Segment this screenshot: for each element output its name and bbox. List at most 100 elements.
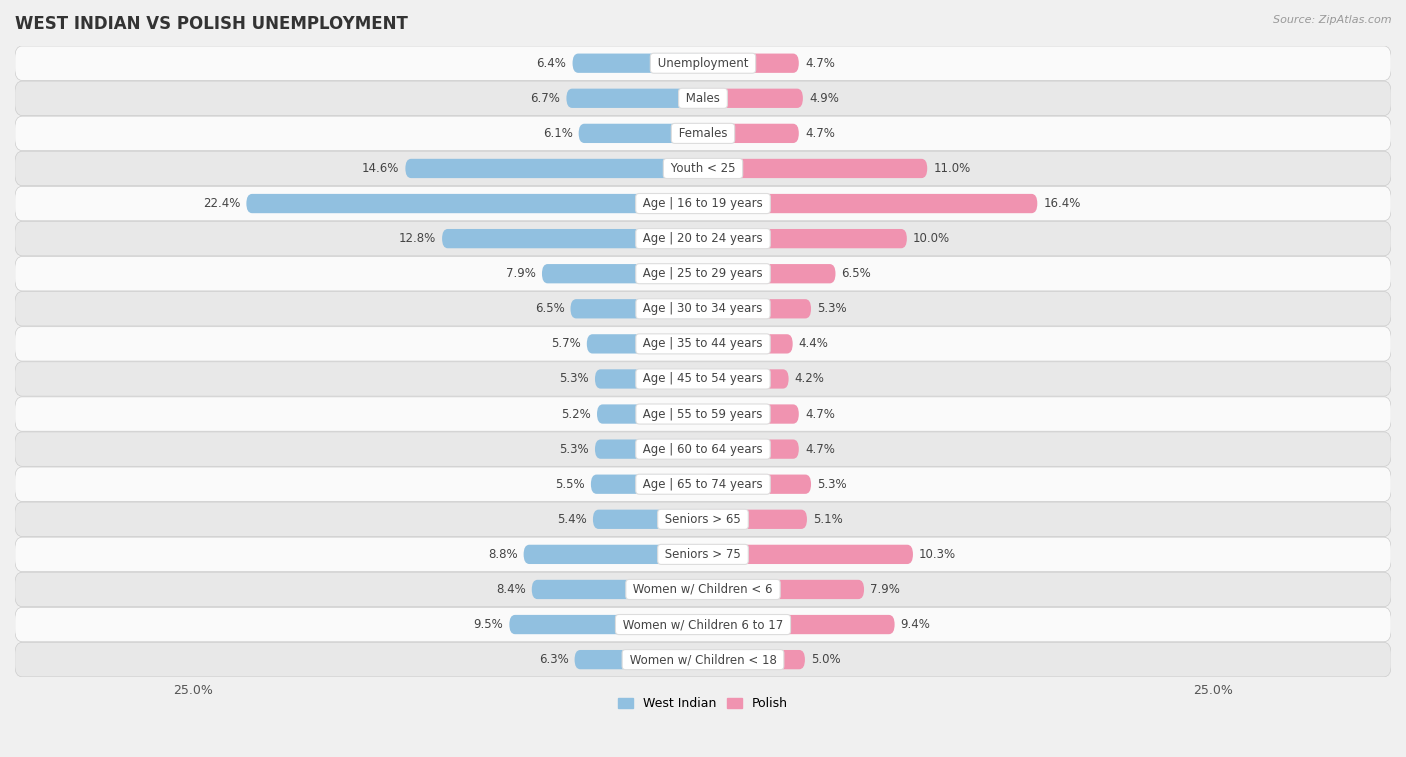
Text: 5.3%: 5.3% <box>817 478 846 491</box>
FancyBboxPatch shape <box>586 335 703 354</box>
Text: Age | 65 to 74 years: Age | 65 to 74 years <box>640 478 766 491</box>
Text: 10.0%: 10.0% <box>912 232 950 245</box>
FancyBboxPatch shape <box>15 572 1391 606</box>
FancyBboxPatch shape <box>703 335 793 354</box>
Text: 11.0%: 11.0% <box>934 162 970 175</box>
Text: 6.4%: 6.4% <box>537 57 567 70</box>
FancyBboxPatch shape <box>441 229 703 248</box>
FancyBboxPatch shape <box>703 509 807 529</box>
Text: Males: Males <box>682 92 724 104</box>
FancyBboxPatch shape <box>15 362 1391 396</box>
FancyBboxPatch shape <box>15 643 1391 677</box>
FancyBboxPatch shape <box>591 475 703 494</box>
FancyBboxPatch shape <box>541 264 703 283</box>
Text: Age | 45 to 54 years: Age | 45 to 54 years <box>640 372 766 385</box>
Text: 5.5%: 5.5% <box>555 478 585 491</box>
FancyBboxPatch shape <box>15 397 1391 431</box>
Text: 22.4%: 22.4% <box>202 197 240 210</box>
FancyBboxPatch shape <box>572 54 703 73</box>
Text: Youth < 25: Youth < 25 <box>666 162 740 175</box>
FancyBboxPatch shape <box>15 502 1391 537</box>
Text: 6.5%: 6.5% <box>842 267 872 280</box>
FancyBboxPatch shape <box>15 432 1391 466</box>
FancyBboxPatch shape <box>703 299 811 319</box>
Text: Females: Females <box>675 127 731 140</box>
Text: 4.2%: 4.2% <box>794 372 824 385</box>
FancyBboxPatch shape <box>703 440 799 459</box>
Text: Age | 30 to 34 years: Age | 30 to 34 years <box>640 302 766 316</box>
Text: 9.4%: 9.4% <box>901 618 931 631</box>
Text: 5.3%: 5.3% <box>817 302 846 316</box>
Text: WEST INDIAN VS POLISH UNEMPLOYMENT: WEST INDIAN VS POLISH UNEMPLOYMENT <box>15 15 408 33</box>
Text: Women w/ Children < 18: Women w/ Children < 18 <box>626 653 780 666</box>
FancyBboxPatch shape <box>523 545 703 564</box>
Text: 5.7%: 5.7% <box>551 338 581 350</box>
FancyBboxPatch shape <box>15 537 1391 572</box>
Text: 4.7%: 4.7% <box>804 407 835 421</box>
Text: 4.7%: 4.7% <box>804 443 835 456</box>
FancyBboxPatch shape <box>246 194 703 213</box>
Text: 5.2%: 5.2% <box>561 407 591 421</box>
FancyBboxPatch shape <box>15 467 1391 501</box>
FancyBboxPatch shape <box>703 123 799 143</box>
Text: Women w/ Children < 6: Women w/ Children < 6 <box>630 583 776 596</box>
Text: 7.9%: 7.9% <box>506 267 536 280</box>
Text: Age | 20 to 24 years: Age | 20 to 24 years <box>640 232 766 245</box>
FancyBboxPatch shape <box>703 404 799 424</box>
Text: 8.4%: 8.4% <box>496 583 526 596</box>
FancyBboxPatch shape <box>575 650 703 669</box>
FancyBboxPatch shape <box>703 229 907 248</box>
Text: 5.1%: 5.1% <box>813 512 842 526</box>
Text: Source: ZipAtlas.com: Source: ZipAtlas.com <box>1274 15 1392 25</box>
FancyBboxPatch shape <box>593 509 703 529</box>
FancyBboxPatch shape <box>15 46 1391 80</box>
Text: 14.6%: 14.6% <box>361 162 399 175</box>
Legend: West Indian, Polish: West Indian, Polish <box>613 692 793 715</box>
FancyBboxPatch shape <box>15 186 1391 221</box>
Text: 5.4%: 5.4% <box>557 512 586 526</box>
Text: Age | 60 to 64 years: Age | 60 to 64 years <box>640 443 766 456</box>
Text: Unemployment: Unemployment <box>654 57 752 70</box>
FancyBboxPatch shape <box>595 440 703 459</box>
FancyBboxPatch shape <box>15 222 1391 256</box>
FancyBboxPatch shape <box>15 81 1391 116</box>
FancyBboxPatch shape <box>15 607 1391 642</box>
Text: 4.9%: 4.9% <box>808 92 839 104</box>
Text: 8.8%: 8.8% <box>488 548 517 561</box>
FancyBboxPatch shape <box>703 475 811 494</box>
FancyBboxPatch shape <box>703 89 803 108</box>
FancyBboxPatch shape <box>15 257 1391 291</box>
FancyBboxPatch shape <box>703 580 865 599</box>
Text: 4.4%: 4.4% <box>799 338 828 350</box>
Text: Age | 55 to 59 years: Age | 55 to 59 years <box>640 407 766 421</box>
Text: Women w/ Children 6 to 17: Women w/ Children 6 to 17 <box>619 618 787 631</box>
FancyBboxPatch shape <box>595 369 703 388</box>
FancyBboxPatch shape <box>703 194 1038 213</box>
Text: 16.4%: 16.4% <box>1043 197 1081 210</box>
FancyBboxPatch shape <box>571 299 703 319</box>
Text: 4.7%: 4.7% <box>804 57 835 70</box>
FancyBboxPatch shape <box>703 650 804 669</box>
Text: Seniors > 65: Seniors > 65 <box>661 512 745 526</box>
FancyBboxPatch shape <box>703 615 894 634</box>
Text: 12.8%: 12.8% <box>399 232 436 245</box>
Text: 6.5%: 6.5% <box>534 302 564 316</box>
FancyBboxPatch shape <box>703 369 789 388</box>
Text: Age | 25 to 29 years: Age | 25 to 29 years <box>640 267 766 280</box>
FancyBboxPatch shape <box>567 89 703 108</box>
FancyBboxPatch shape <box>15 151 1391 185</box>
Text: Age | 16 to 19 years: Age | 16 to 19 years <box>640 197 766 210</box>
Text: 5.0%: 5.0% <box>811 653 841 666</box>
Text: 9.5%: 9.5% <box>474 618 503 631</box>
Text: Seniors > 75: Seniors > 75 <box>661 548 745 561</box>
FancyBboxPatch shape <box>15 327 1391 361</box>
FancyBboxPatch shape <box>509 615 703 634</box>
Text: 6.7%: 6.7% <box>530 92 561 104</box>
Text: Age | 35 to 44 years: Age | 35 to 44 years <box>640 338 766 350</box>
Text: 6.1%: 6.1% <box>543 127 572 140</box>
Text: 6.3%: 6.3% <box>538 653 568 666</box>
FancyBboxPatch shape <box>531 580 703 599</box>
FancyBboxPatch shape <box>405 159 703 178</box>
Text: 5.3%: 5.3% <box>560 443 589 456</box>
Text: 4.7%: 4.7% <box>804 127 835 140</box>
